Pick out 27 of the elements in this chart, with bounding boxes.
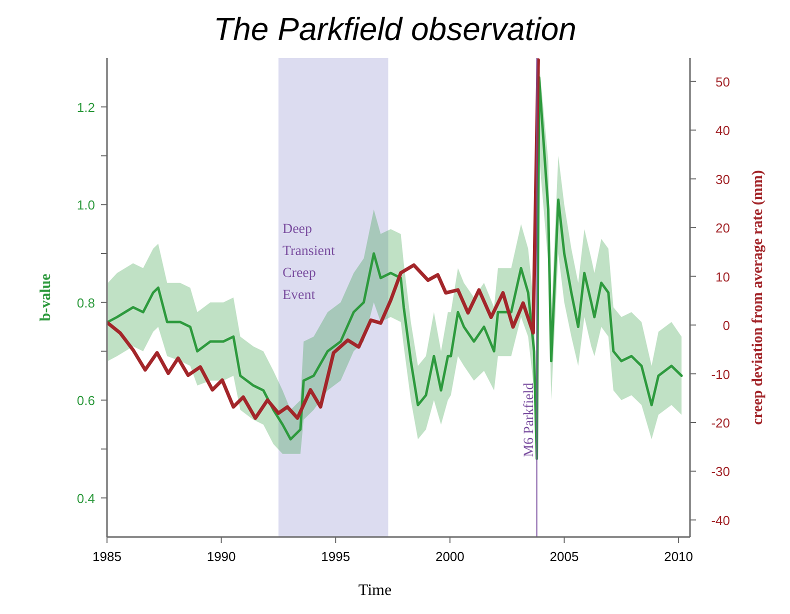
- x-tick-label: 1995: [321, 549, 350, 564]
- ref-line-label: M6 Parkfield: [522, 382, 537, 457]
- x-tick-label: 1985: [92, 549, 122, 564]
- y-tick-label: 1.2: [76, 100, 95, 115]
- x-tick-label: 1990: [206, 549, 236, 564]
- y2-axis-title: creep deviation from average rate (mm): [750, 170, 766, 425]
- y2-tick-label: 20: [716, 220, 730, 236]
- y2-tick-label: 40: [716, 123, 730, 138]
- y2-tick-label: -20: [711, 415, 730, 430]
- chart-title: The Parkfield observation: [214, 11, 576, 47]
- band-label: Deep Transient Creep Event: [282, 222, 335, 303]
- x-axis-title: Time: [358, 582, 392, 599]
- y2-tick-label: 0: [722, 318, 730, 334]
- y2-tick-label: 30: [716, 172, 730, 187]
- y-tick-label: 1.0: [76, 198, 95, 213]
- y2-tick-label: -40: [711, 512, 730, 528]
- x-tick-label: 2000: [435, 549, 464, 564]
- y-tick-label: 0.4: [76, 490, 95, 506]
- y2-tick-label: -30: [711, 464, 730, 480]
- y-axis-title: b-value: [38, 273, 54, 322]
- x-tick-label: 2010: [664, 549, 694, 564]
- y-tick-label: 0.6: [76, 393, 95, 408]
- y-tick-label: 0.8: [76, 295, 95, 310]
- y2-tick-label: 10: [716, 269, 730, 284]
- x-tick-label: 2005: [550, 549, 579, 564]
- y2-tick-label: 50: [716, 74, 730, 90]
- y2-tick-label: -10: [711, 366, 730, 382]
